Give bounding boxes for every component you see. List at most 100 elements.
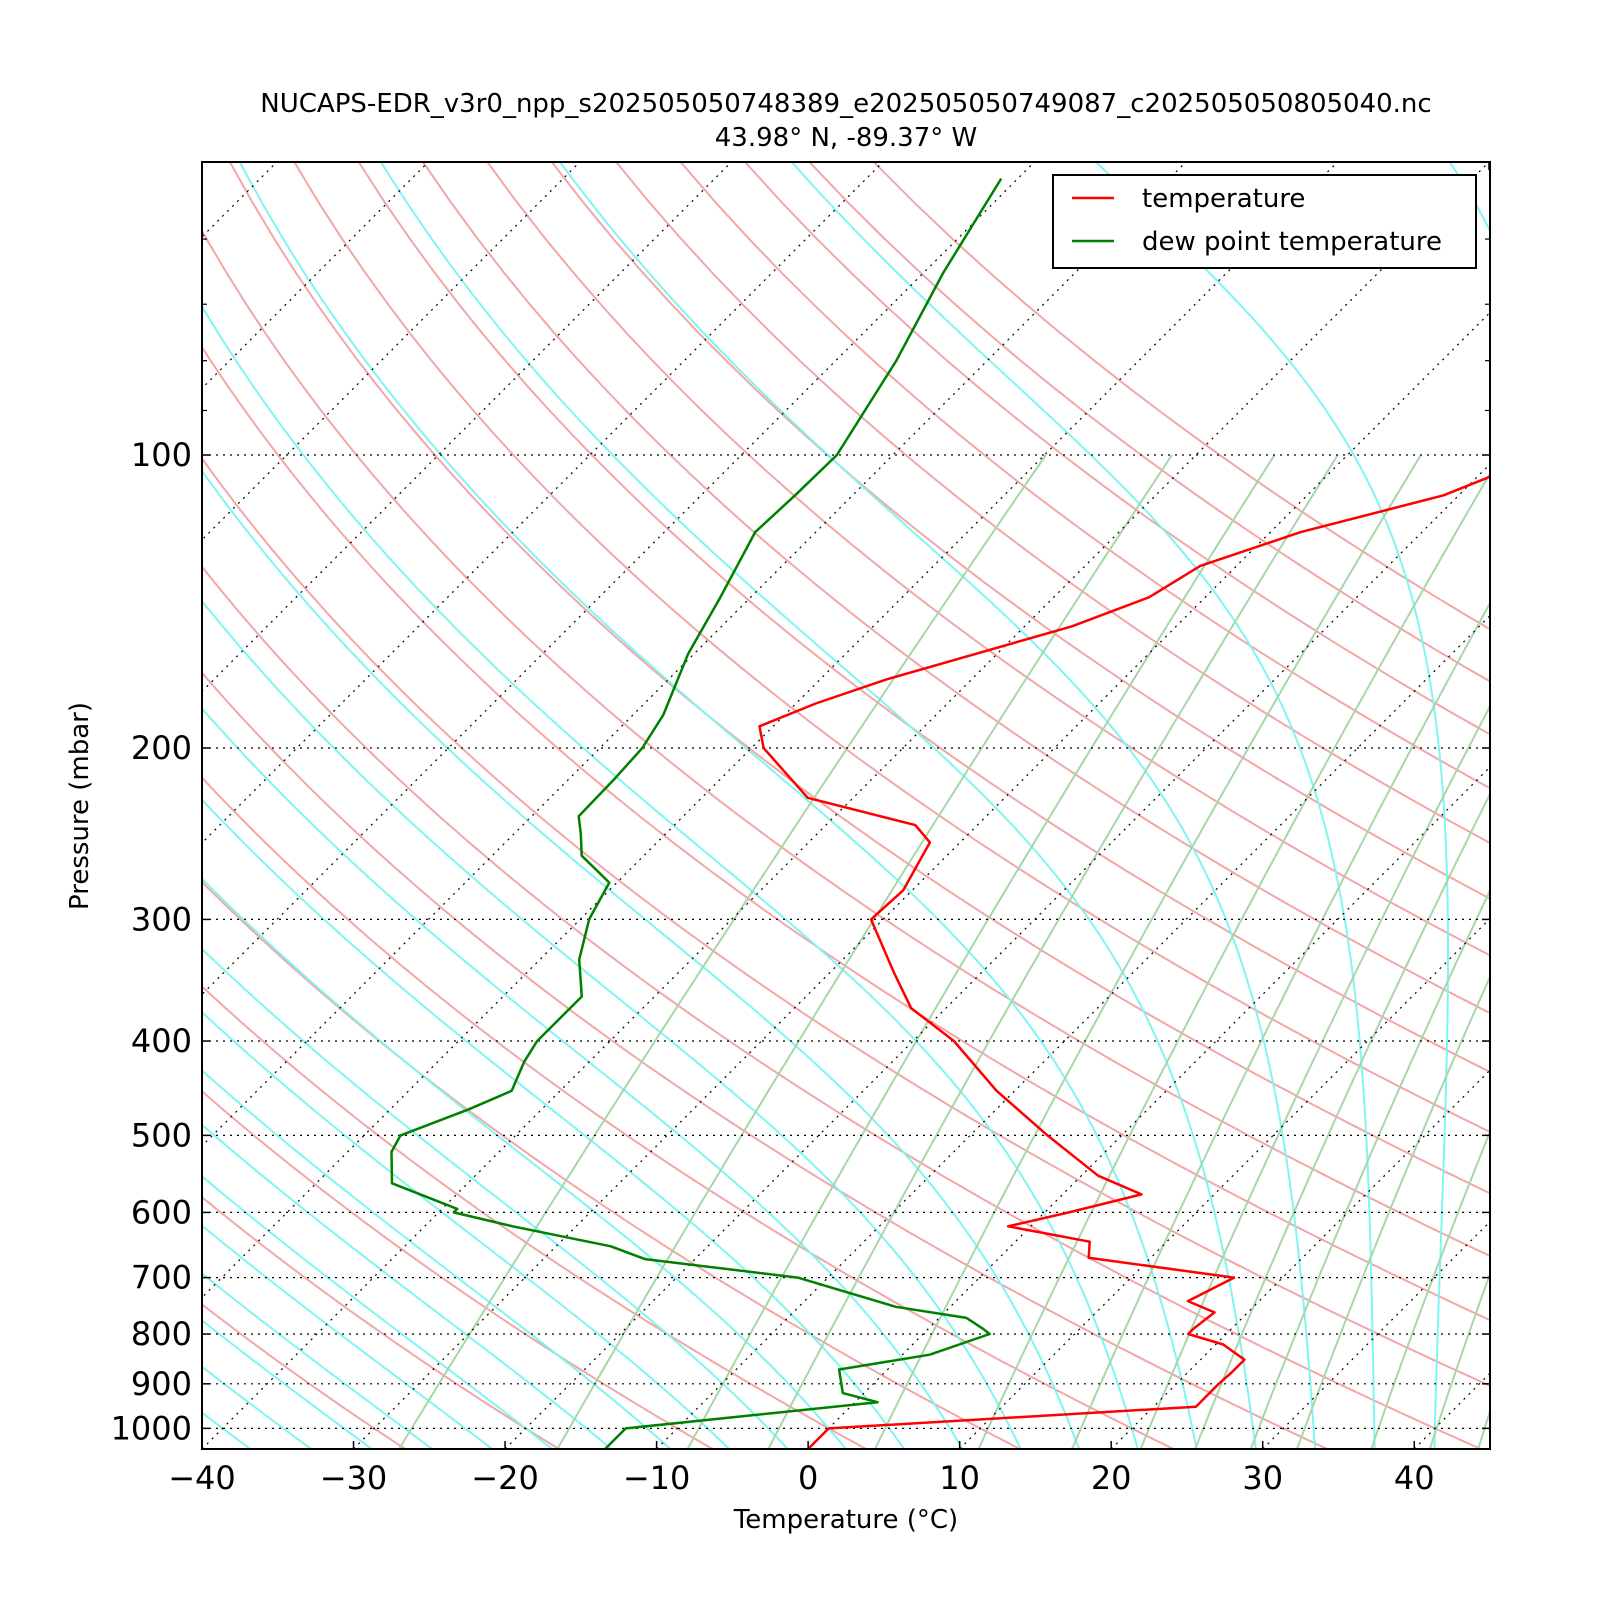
- moist-adiabat-line: [239, 162, 1198, 1449]
- y-tick-label: 400: [131, 1022, 192, 1060]
- y-tick-label: 800: [131, 1315, 192, 1353]
- dry-adiabat-line: [679, 162, 1490, 790]
- mixing-ratio-line: [1139, 704, 1490, 1449]
- dry-adiabat-line: [202, 565, 1484, 1449]
- isotherm-line: [202, 162, 1035, 996]
- mixing-ratio-line: [1295, 974, 1490, 1449]
- moist-adiabat-line: [202, 1272, 434, 1449]
- mixing-ratio-line: [556, 454, 1173, 1449]
- axes-frame: [201, 161, 1491, 1450]
- x-tick-label: −20: [471, 1459, 539, 1497]
- dry-adiabats: [202, 162, 1490, 1449]
- isotherm-line: [202, 162, 732, 693]
- isotherm-line: [202, 162, 884, 844]
- isotherm-line: [1566, 162, 1600, 1449]
- moist-adiabat-line: [202, 798, 906, 1449]
- y-tick-label: 100: [131, 436, 192, 474]
- moist-adiabat-line: [202, 947, 790, 1449]
- moist-adiabat-line: [202, 599, 1022, 1449]
- isotherm-line: [1262, 1220, 1490, 1449]
- x-tick-label: 30: [1242, 1459, 1283, 1497]
- x-tick-label: 10: [939, 1459, 980, 1497]
- dew-point-line: [390, 177, 1003, 1449]
- dry-adiabat-line: [229, 162, 1490, 1195]
- moist-adiabat-line: [1095, 162, 1449, 1449]
- profile-lines: [390, 177, 1490, 1449]
- dry-adiabat-line: [873, 162, 1490, 631]
- legend-box: [1052, 174, 1477, 269]
- mixing-ratio-line: [397, 454, 1047, 1449]
- moist-adiabat-line: [202, 1123, 614, 1449]
- y-tick-label: 600: [131, 1193, 192, 1231]
- chart-title: NUCAPS-EDR_v3r0_npp_s202505050748389_e20…: [260, 89, 1431, 119]
- y-axis-ticks: 100 200 300 400 500 600 700 800 900 1000: [111, 238, 1490, 1447]
- moist-adiabat-line: [202, 1365, 313, 1449]
- isotherm-line: [202, 162, 1490, 1449]
- isotherm-line: [807, 766, 1490, 1449]
- y-axis-label: Pressure (mbar): [65, 702, 95, 910]
- dry-adiabat-line: [744, 162, 1490, 736]
- dry-adiabat-line: [615, 162, 1490, 845]
- temperature-line: [758, 475, 1490, 1449]
- dry-adiabat-line: [202, 776, 1176, 1449]
- isotherm-line: [202, 162, 1187, 1147]
- x-tick-label: −30: [320, 1459, 388, 1497]
- moist-adiabat-line: [202, 1174, 554, 1449]
- dry-adiabat-line: [551, 162, 1490, 900]
- legend-label-dew-point: dew point temperature: [1142, 227, 1442, 257]
- dry-adiabat-line: [486, 162, 1490, 957]
- dry-adiabat-line: [357, 162, 1490, 1074]
- isotherm-line: [202, 162, 1338, 1299]
- x-tick-label: 0: [798, 1459, 818, 1497]
- moist-adiabat-line: [380, 162, 1257, 1449]
- x-axis-label: Temperature (°C): [733, 1505, 958, 1535]
- y-tick-label: 1000: [111, 1409, 192, 1447]
- y-tick-label: 700: [131, 1259, 192, 1297]
- mixing-ratio-line: [1249, 888, 1490, 1449]
- moist-adiabat-line: [202, 1319, 374, 1449]
- dry-adiabat-line: [422, 162, 1490, 1015]
- moist-adiabat-line: [202, 877, 848, 1449]
- moist-adiabat-line: [202, 1411, 252, 1449]
- y-tick-label: 900: [131, 1365, 192, 1403]
- moist-adiabat-line: [202, 707, 964, 1449]
- isotherm-line: [353, 311, 1490, 1449]
- isotherm-line: [656, 614, 1490, 1449]
- moist-adiabat-line: [1448, 162, 1490, 234]
- chart-subtitle: 43.98° N, -89.37° W: [715, 123, 977, 153]
- y-tick-label: 500: [131, 1116, 192, 1154]
- mixing-ratio-line: [1554, 455, 1600, 1453]
- moist-adiabat-line: [202, 1010, 731, 1449]
- legend-label-temperature: temperature: [1142, 184, 1305, 214]
- mixing-ratio-line: [1477, 1408, 1490, 1449]
- plot-frame: [201, 161, 1491, 1450]
- plot-area: [0, 162, 1600, 1453]
- mixing-ratio-line: [873, 454, 1422, 1449]
- moist-adiabats: [202, 162, 1490, 1449]
- mixing-ratio-line: [1428, 1271, 1490, 1449]
- dry-adiabat-line: [293, 162, 1490, 1134]
- dry-adiabat-line: [202, 880, 1023, 1449]
- mixing-ratio-line: [686, 454, 1276, 1449]
- moist-adiabat-line: [202, 304, 1139, 1449]
- mixing-ratio-line: [767, 454, 1339, 1449]
- isobar-grid: [202, 454, 1490, 1430]
- isotherm-line: [0, 162, 125, 1449]
- dry-adiabat-line: [202, 1089, 715, 1449]
- mixing-ratio-line: [1370, 1129, 1490, 1449]
- dry-adiabat-line: [202, 228, 1490, 1258]
- x-tick-label: 20: [1091, 1459, 1132, 1497]
- y-tick-label: 200: [131, 729, 192, 767]
- dry-adiabat-line: [202, 456, 1490, 1387]
- mixing-ratio-line: [1518, 455, 1600, 1453]
- mixing-ratio-lines: [397, 454, 1600, 1453]
- y-tick-label: 300: [131, 900, 192, 938]
- moist-adiabat-line: [559, 162, 1317, 1449]
- dry-adiabat-line: [202, 985, 869, 1449]
- moist-adiabat-line: [202, 1069, 673, 1449]
- isotherm-line: [504, 463, 1490, 1449]
- moist-adiabat-line: [202, 1224, 494, 1449]
- mixing-ratio-line: [1194, 791, 1490, 1449]
- dry-adiabat-line: [202, 671, 1330, 1449]
